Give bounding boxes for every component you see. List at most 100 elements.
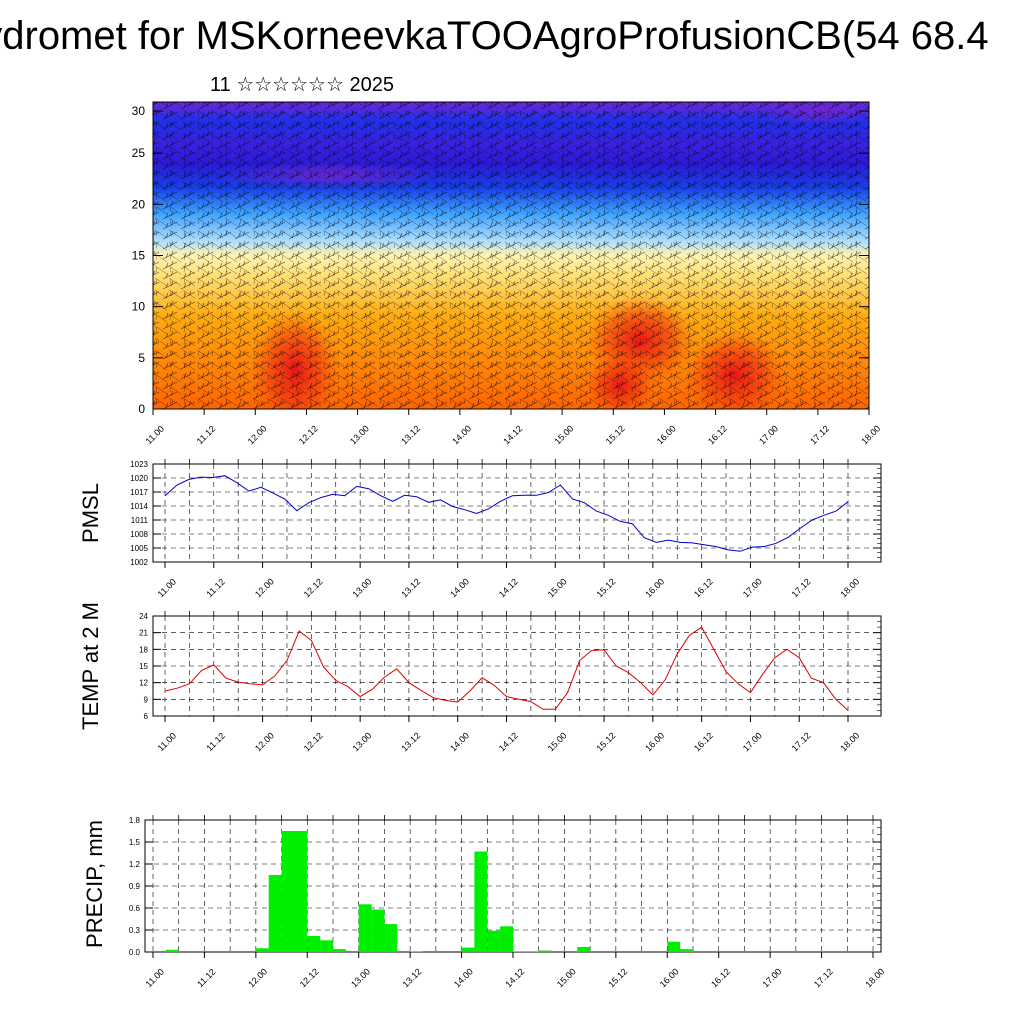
y-axis-label: TEMP at 2 M [78, 602, 103, 730]
y-tick-label: 1.8 [129, 816, 141, 825]
x-tick-label: 13.00 [351, 576, 374, 599]
x-tick-label: 15.00 [553, 423, 576, 446]
y-tick-label: 1020 [130, 474, 148, 483]
x-tick-label: 17.12 [812, 966, 835, 989]
precip-bar [384, 924, 398, 952]
x-tick-label: 16.00 [658, 966, 681, 989]
x-tick-label: 12.00 [246, 966, 269, 989]
x-tick-label: 17.12 [790, 730, 813, 753]
x-tick-label: 17.12 [790, 576, 813, 599]
y-tick-label: 0.9 [129, 882, 141, 891]
x-tick-label: 11.00 [144, 967, 167, 990]
y-tick-label: 20 [132, 197, 146, 211]
x-tick-label: 12.12 [302, 730, 325, 753]
x-tick-label: 13.00 [349, 966, 372, 989]
precip-bar [667, 941, 681, 952]
x-tick-label: 18.00 [859, 423, 882, 446]
x-tick-label: 18.00 [838, 576, 861, 599]
x-tick-label: 11.12 [195, 424, 218, 447]
x-tick-label: 15.00 [546, 730, 569, 753]
precip-bar [281, 831, 295, 952]
x-tick-label: 14.12 [503, 966, 526, 989]
precip-bar [307, 935, 321, 952]
y-tick-label: 10 [132, 300, 146, 314]
x-tick-label: 16.12 [692, 576, 715, 599]
y-tick-label: 30 [132, 104, 146, 118]
x-tick-label: 11.12 [204, 731, 227, 754]
x-tick-label: 14.00 [450, 423, 473, 446]
x-tick-label: 12.00 [253, 730, 276, 753]
x-tick-label: 18.00 [863, 966, 886, 989]
x-tick-label: 12.12 [302, 576, 325, 599]
x-tick-label: 16.00 [655, 423, 678, 446]
y-tick-label: 0.0 [129, 948, 141, 957]
precip-bar [487, 930, 501, 952]
x-tick-label: 11.00 [156, 577, 179, 600]
y-tick-label: 0.3 [129, 926, 141, 935]
x-tick-label: 12.12 [297, 423, 320, 446]
y-tick-label: 6 [144, 712, 149, 721]
precip-bar [358, 904, 372, 952]
precip-bar [268, 875, 282, 952]
y-tick-label: 1.5 [129, 838, 141, 847]
wind-barbs [153, 102, 869, 409]
x-tick-label: 14.00 [452, 966, 475, 989]
precip-bar [410, 951, 423, 952]
x-tick-label: 15.12 [606, 966, 629, 989]
series-line [164, 626, 849, 711]
x-tick-label: 13.12 [401, 966, 424, 989]
series-line [164, 475, 849, 552]
y-tick-label: 1014 [130, 502, 148, 511]
precip-bar [333, 949, 346, 952]
precip-bar [525, 951, 539, 952]
precip-bar [165, 949, 179, 952]
x-tick-label: 16.00 [643, 576, 666, 599]
x-tick-label: 15.00 [546, 576, 569, 599]
chart-title: hydromet for MSKorneevkaTOOAgroProfusion… [0, 14, 989, 58]
x-tick-label: 17.00 [741, 730, 764, 753]
x-tick-label: 16.12 [706, 423, 729, 446]
precip-bar [577, 946, 591, 952]
x-tick-label: 13.00 [351, 730, 374, 753]
x-tick-label: 15.12 [594, 576, 617, 599]
x-tick-label: 17.00 [741, 576, 764, 599]
x-tick-label: 17.12 [808, 423, 831, 446]
precip-bar [680, 949, 693, 952]
x-tick-label: 11.00 [144, 424, 167, 447]
y-tick-label: 1002 [130, 558, 148, 567]
y-tick-label: 1008 [130, 530, 148, 539]
x-tick-label: 12.12 [298, 966, 321, 989]
x-tick-label: 15.12 [594, 730, 617, 753]
y-tick-label: 15 [139, 662, 148, 671]
precip-bar [538, 950, 552, 952]
y-tick-label: 24 [139, 612, 148, 621]
precip-bar [320, 940, 333, 952]
x-tick-label: 11.00 [156, 731, 179, 754]
temp-panel: 6 9 12 15 18 21 24 11.00 11.12 12.00 12.12 13.00 13.… [78, 602, 882, 754]
y-tick-label: 12 [139, 679, 148, 688]
x-tick-label: 11.12 [204, 577, 227, 600]
y-tick-label: 15 [132, 249, 146, 263]
x-tick-label: 17.00 [761, 966, 784, 989]
x-tick-label: 15.00 [555, 966, 578, 989]
x-tick-label: 14.12 [501, 423, 524, 446]
y-tick-label: 5 [138, 351, 145, 365]
y-tick-label: 1005 [130, 544, 148, 553]
x-tick-label: 16.12 [692, 730, 715, 753]
precip-bar [461, 947, 475, 952]
y-tick-label: 9 [144, 695, 149, 704]
x-tick-label: 13.12 [399, 730, 422, 753]
x-tick-label: 17.00 [757, 423, 780, 446]
y-tick-label: 1.2 [129, 860, 141, 869]
y-axis-label: PMSL [78, 483, 103, 543]
y-axis-label: PRECIP, mm [82, 820, 107, 948]
x-tick-label: 14.12 [497, 576, 520, 599]
x-tick-label: 13.12 [399, 576, 422, 599]
pmsl-panel: 1002 1005 1008 1011 1014 1017 1020 1023 11.00 11.… [78, 459, 882, 600]
x-tick-label: 11.12 [195, 967, 218, 990]
precip-bar [474, 851, 488, 952]
x-tick-label: 14.00 [448, 576, 471, 599]
precip-panel: 0.0 0.3 0.6 0.9 1.2 1.5 1.8 11.00 11.12 12.00 12.1… [82, 815, 886, 989]
x-tick-label: 16.12 [709, 966, 732, 989]
